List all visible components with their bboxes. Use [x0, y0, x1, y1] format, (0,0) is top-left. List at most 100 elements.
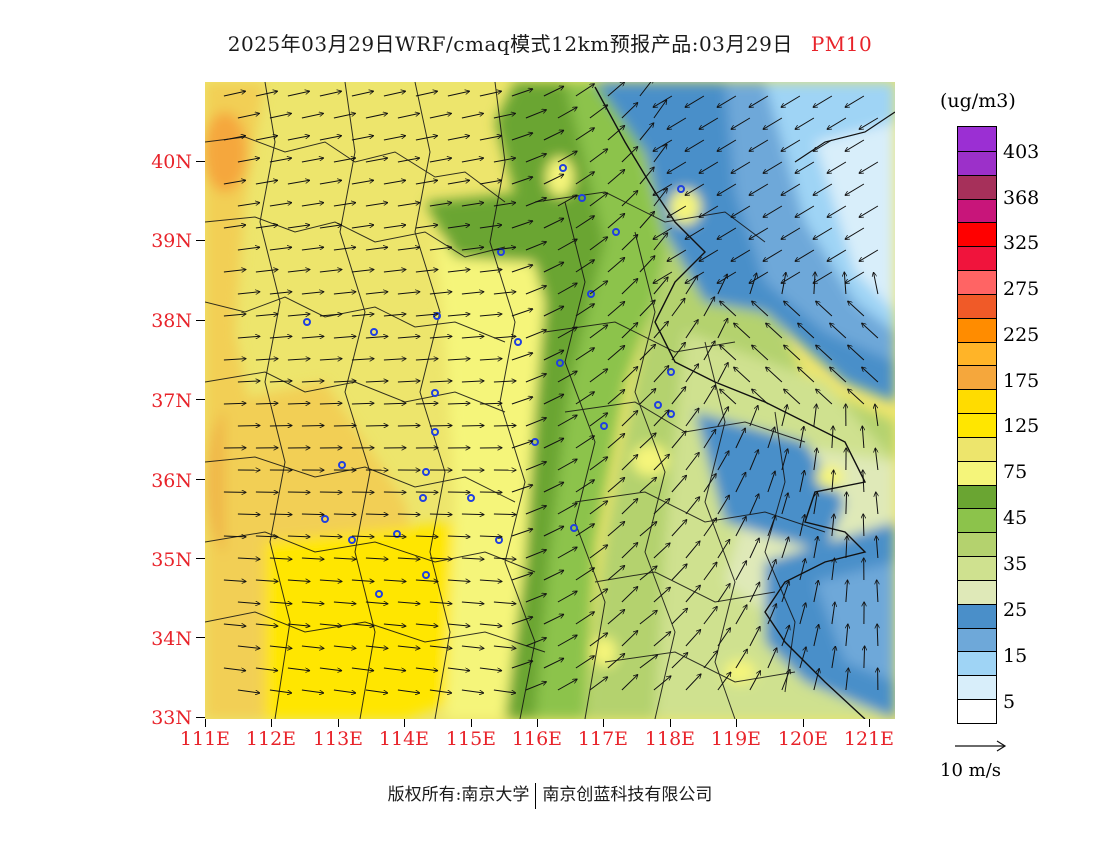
- wind-arrow: [287, 91, 310, 97]
- wind-arrow: [461, 558, 484, 559]
- wind-arrow: [543, 130, 564, 141]
- wind-arrow: [639, 389, 656, 405]
- wind-arrow: [237, 689, 260, 693]
- wind-arrow: [575, 568, 594, 581]
- wind-arrow: [269, 602, 292, 604]
- wind-arrow: [589, 193, 608, 207]
- wind-arrow: [816, 345, 833, 361]
- wind-arrow: [703, 518, 717, 537]
- wind-arrow: [429, 381, 452, 382]
- wind-arrow: [685, 630, 701, 647]
- wind-arrow: [479, 91, 502, 97]
- legend-swatch: [958, 675, 996, 700]
- wind-arrow: [621, 279, 638, 295]
- wind-arrow: [703, 385, 715, 405]
- wind-arrow: [799, 559, 805, 581]
- wind-arrow: [589, 589, 608, 603]
- wind-arrow: [525, 110, 546, 119]
- wind-arrow: [717, 274, 727, 295]
- legend-swatch: [958, 127, 996, 151]
- wind-arrow: [415, 136, 438, 141]
- wind-arrow: [301, 292, 324, 294]
- wind-arrow: [479, 314, 502, 316]
- legend-swatch: [958, 198, 996, 223]
- wind-arrow: [333, 646, 356, 648]
- wind-arrow: [703, 562, 717, 581]
- wind-arrow: [685, 95, 705, 107]
- wind-arrow: [223, 667, 246, 671]
- wind-arrow: [479, 403, 502, 404]
- lon-label-114e: 114E: [378, 728, 430, 750]
- wind-arrow: [447, 180, 470, 185]
- wind-arrow: [319, 270, 342, 273]
- wind-arrow: [621, 455, 638, 471]
- wind-arrow: [543, 438, 564, 449]
- wind-arrow: [749, 494, 759, 515]
- wind-arrow: [365, 602, 388, 604]
- wind-arrow: [607, 566, 625, 581]
- wind-arrow: [781, 670, 790, 691]
- lon-label-113e: 113E: [312, 728, 364, 750]
- wind-arrow: [781, 625, 790, 647]
- wind-arrow: [749, 671, 761, 691]
- wind-arrow: [351, 270, 374, 273]
- wind-arrow: [848, 301, 865, 317]
- wind-arrow: [717, 139, 737, 151]
- wind-arrow: [333, 203, 356, 207]
- legend-swatch: [958, 174, 996, 199]
- wind-arrow: [397, 203, 420, 207]
- axis-tick: [196, 161, 205, 162]
- wind-arrow: [831, 646, 836, 669]
- forecast-map[interactable]: [205, 82, 895, 719]
- wind-arrow: [717, 672, 731, 691]
- legend-swatch: [958, 293, 996, 318]
- wind-arrow: [735, 517, 746, 537]
- wind-arrow: [511, 397, 533, 405]
- wind-arrow: [846, 492, 847, 515]
- wind-arrow: [479, 359, 502, 360]
- wind-arrow: [397, 426, 420, 427]
- wind-arrow: [607, 126, 625, 141]
- wind-arrow: [269, 336, 292, 338]
- lon-label-119e: 119E: [710, 728, 762, 750]
- wind-arrow: [685, 408, 699, 427]
- wind-arrow: [301, 689, 324, 693]
- wind-arrow: [731, 205, 751, 217]
- legend-swatch: [958, 389, 996, 414]
- wind-arrow: [287, 359, 310, 360]
- wind-arrow: [543, 526, 564, 537]
- wind-arrow: [795, 117, 815, 129]
- wind-arrow: [557, 415, 577, 427]
- legend-label-275: 275: [1003, 278, 1040, 300]
- wind-arrow: [223, 536, 246, 537]
- axis-tick: [337, 719, 339, 727]
- wind-arrow: [653, 410, 669, 427]
- wind-arrow: [383, 580, 406, 582]
- wind-arrow: [832, 470, 834, 493]
- wind-arrow: [415, 91, 438, 97]
- wind-arrow: [543, 658, 564, 669]
- wind-arrow: [351, 580, 374, 582]
- wind-arrow: [429, 203, 452, 207]
- wind-arrow: [429, 336, 452, 338]
- wind-arrow: [607, 610, 625, 625]
- wind-arrow: [731, 161, 751, 173]
- copyright-footer: 版权所有:南京大学 南京创蓝科技有限公司: [0, 780, 1100, 809]
- wind-arrow: [525, 418, 546, 427]
- wind-arrow: [653, 587, 670, 603]
- lon-label-117e: 117E: [577, 728, 629, 750]
- wind-arrow: [639, 123, 654, 141]
- axis-tick: [404, 719, 406, 727]
- wind-arrow: [525, 638, 546, 647]
- wind-arrow: [575, 612, 594, 625]
- wind-arrow: [525, 550, 546, 559]
- wind-arrow: [735, 605, 747, 625]
- wind-arrow: [749, 227, 769, 239]
- wind-arrow: [543, 482, 564, 493]
- wind-arrow: [269, 514, 292, 515]
- wind-arrow: [717, 407, 729, 427]
- legend-swatch: [958, 699, 996, 723]
- wind-arrow: [653, 227, 673, 239]
- wind-arrow: [845, 95, 865, 107]
- wind-arrow: [734, 323, 751, 339]
